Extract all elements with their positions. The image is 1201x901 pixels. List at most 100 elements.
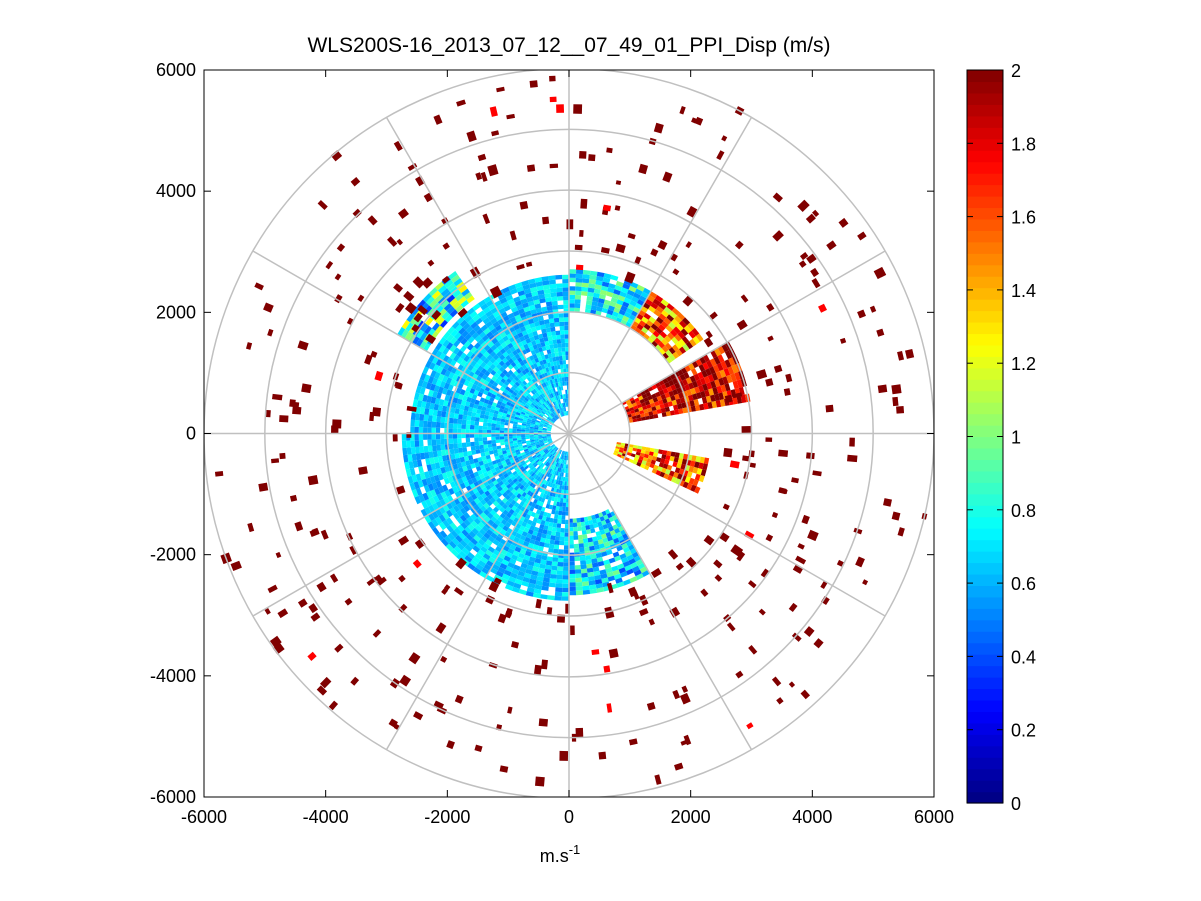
data-cell	[547, 335, 553, 341]
data-cell	[670, 395, 676, 402]
data-cell	[263, 302, 274, 313]
data-cell	[628, 738, 638, 746]
data-cell	[702, 383, 709, 391]
data-cell	[548, 318, 555, 324]
data-cell	[441, 587, 449, 595]
colorbar-band	[967, 791, 1003, 804]
data-cell	[616, 444, 621, 448]
data-cell	[715, 371, 723, 380]
data-cell	[590, 528, 596, 534]
data-cell	[516, 286, 524, 293]
data-cell	[459, 319, 468, 328]
data-cell	[495, 423, 501, 428]
data-cell	[471, 527, 479, 535]
data-cell	[629, 444, 634, 448]
data-cell	[555, 391, 559, 396]
data-cell	[470, 463, 476, 469]
data-cell	[575, 586, 583, 591]
data-cell	[569, 590, 577, 596]
data-cell	[489, 285, 503, 299]
data-cell	[543, 319, 550, 325]
data-cell	[446, 740, 455, 750]
data-cell	[667, 401, 673, 407]
data-cell	[616, 442, 622, 445]
data-cell	[665, 411, 671, 417]
data-cell	[460, 500, 467, 508]
data-cell	[519, 326, 527, 333]
data-cell	[543, 511, 548, 517]
data-cell	[472, 303, 481, 311]
data-cell	[536, 445, 541, 449]
data-cell	[503, 345, 510, 352]
data-cell	[545, 367, 550, 373]
data-cell	[467, 318, 476, 326]
data-cell	[448, 433, 453, 439]
data-cell	[530, 439, 535, 443]
data-cell	[474, 552, 483, 561]
y-tick-label: 0	[186, 424, 196, 444]
data-cell	[468, 530, 477, 538]
data-cell	[682, 407, 688, 414]
data-cell	[536, 460, 541, 465]
data-cell	[514, 507, 521, 514]
data-cell	[441, 449, 447, 456]
data-cell	[454, 392, 460, 399]
data-cell	[535, 580, 543, 586]
data-cell	[565, 464, 568, 469]
data-cell	[501, 301, 510, 308]
data-cell	[548, 543, 555, 549]
data-cell	[522, 481, 528, 487]
data-cell	[507, 369, 514, 376]
colorbar-band	[967, 218, 1003, 231]
data-cell	[550, 444, 555, 448]
data-cell	[387, 236, 398, 247]
data-cell	[883, 498, 892, 507]
data-cell	[514, 282, 523, 289]
data-cell	[453, 527, 462, 535]
data-cell	[716, 150, 725, 161]
data-cell	[420, 452, 426, 460]
data-cell	[421, 500, 429, 509]
data-cell	[554, 405, 558, 410]
data-cell	[490, 516, 498, 523]
data-cell	[686, 389, 692, 396]
data-cell	[557, 347, 562, 353]
data-cell	[470, 500, 477, 507]
data-cell	[517, 384, 523, 390]
data-cell	[591, 562, 599, 568]
data-cell	[565, 451, 567, 456]
data-cell	[546, 435, 551, 438]
data-cell	[545, 297, 552, 303]
data-cell	[512, 550, 520, 557]
data-cell	[530, 286, 538, 293]
data-cell	[526, 586, 535, 593]
data-cell	[513, 370, 519, 377]
data-cell	[523, 554, 531, 561]
data-cell	[760, 568, 769, 578]
data-cell	[797, 199, 810, 213]
data-cell	[529, 336, 536, 342]
data-cell	[575, 286, 582, 292]
data-cell	[428, 504, 436, 513]
data-cell	[543, 439, 548, 442]
data-cell	[709, 311, 718, 320]
data-cell	[457, 334, 465, 343]
data-cell	[542, 280, 550, 286]
data-cell	[534, 425, 539, 429]
data-cell	[562, 468, 565, 473]
data-cell	[463, 505, 471, 512]
data-cell	[479, 528, 487, 536]
data-cell	[549, 448, 554, 453]
data-cell	[506, 470, 513, 476]
data-cell	[642, 405, 648, 411]
data-cell	[530, 534, 537, 541]
data-cell	[734, 240, 744, 250]
data-cell	[524, 373, 530, 379]
data-cell	[429, 402, 435, 410]
data-cell	[624, 550, 632, 557]
data-cell	[546, 530, 552, 536]
data-cell	[483, 351, 490, 358]
data-cell	[346, 317, 354, 326]
data-cell	[425, 382, 432, 390]
data-cell	[540, 506, 546, 512]
